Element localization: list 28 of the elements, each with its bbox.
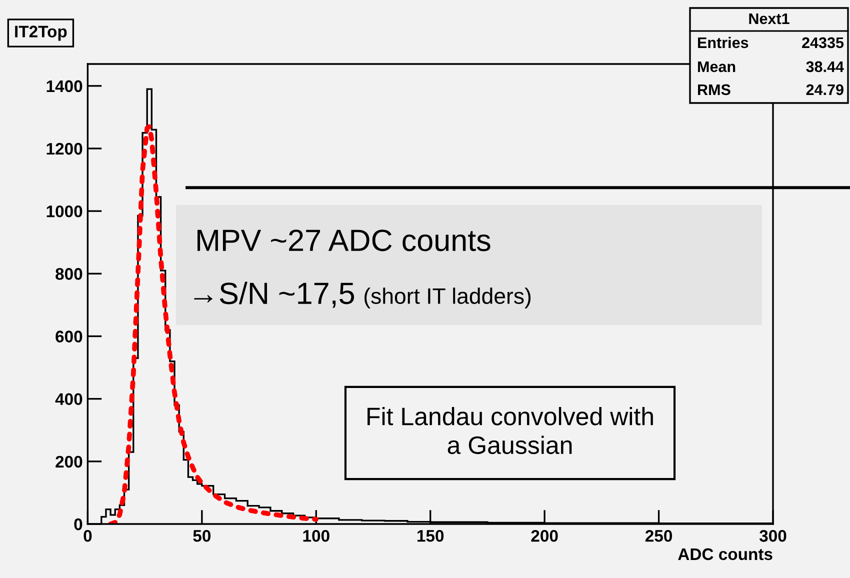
x-tick-label: 50 xyxy=(193,530,211,542)
y-tick-label: 400 xyxy=(55,393,82,406)
annotation: →S/N ~17,5 xyxy=(194,282,354,308)
x-tick-label: 150 xyxy=(417,530,444,542)
text: Entries xyxy=(698,36,748,48)
chart-title: IT2Top xyxy=(15,26,67,41)
text: 38.44 xyxy=(806,61,844,72)
annotation: RMS xyxy=(698,84,730,96)
y-tick-label: 600 xyxy=(56,330,82,342)
y-tick-label: 1000 xyxy=(46,205,82,218)
annotation: Fit Landau convolved with a Gaussian xyxy=(368,406,653,454)
y-tick-label: 0 xyxy=(74,518,82,530)
text: Next1 xyxy=(749,13,790,24)
y-tick-label: 800 xyxy=(56,268,82,280)
x-tick-label: 100 xyxy=(303,530,330,542)
annotation: Mean xyxy=(698,61,736,72)
x-tick-label: 200 xyxy=(531,530,558,542)
text: 24335 xyxy=(802,37,844,48)
annotation: MPV ~27 ADC counts xyxy=(198,230,490,252)
x-tick-label: 250 xyxy=(645,530,672,542)
y-tick-label: 1200 xyxy=(46,142,82,155)
y-tick-label: 1400 xyxy=(46,80,82,92)
text: 24.79 xyxy=(806,84,844,96)
x-tick-label: 0 xyxy=(84,530,92,542)
annotation: (short IT ladders) xyxy=(364,288,531,308)
y-tick-label: 200 xyxy=(56,456,82,468)
x-axis-title: ADC counts xyxy=(678,548,772,560)
x-tick-label: 300 xyxy=(759,530,786,542)
